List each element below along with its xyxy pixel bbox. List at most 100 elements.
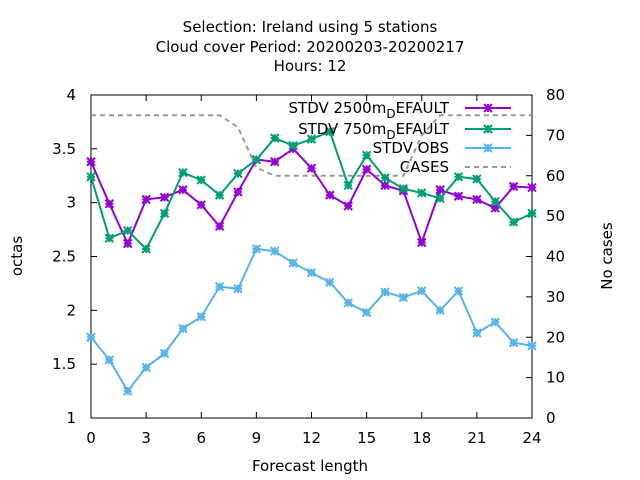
data-point: [508, 181, 519, 192]
y-tick-label: 1.5: [52, 355, 76, 373]
data-point: [251, 244, 262, 254]
series-line: [90, 130, 533, 251]
data-point: [86, 172, 96, 182]
data-point: [380, 287, 390, 297]
data-point: [417, 286, 427, 296]
data-point: [178, 323, 188, 334]
legend-label: STDV OBS: [373, 139, 449, 157]
data-point: [251, 154, 262, 165]
data-point: [343, 298, 353, 308]
legend-marker: [483, 143, 493, 153]
y2-tick-label: 40: [546, 248, 565, 266]
data-point: [306, 134, 317, 144]
x-axis-label: Forecast length: [252, 457, 368, 475]
y-axis-label: octas: [8, 236, 26, 276]
data-point: [490, 196, 500, 207]
data-point: [361, 307, 372, 318]
data-point: [417, 188, 427, 198]
data-point: [435, 305, 445, 316]
data-point: [472, 174, 482, 184]
y-tick-label: 3.5: [52, 140, 76, 158]
legend-label: STDV 750mDEFAULT: [298, 120, 450, 142]
title-line-1: Selection: Ireland using 5 stations: [183, 18, 438, 36]
data-point: [159, 192, 170, 202]
data-point: [325, 277, 335, 288]
data-point: [508, 217, 519, 227]
y-tick-label: 1: [66, 409, 76, 427]
title-line-3: Hours: 12: [274, 57, 347, 75]
data-point: [104, 199, 115, 209]
y2-tick-label: 50: [546, 207, 565, 225]
chart-title: Selection: Ireland using 5 stations Clou…: [156, 18, 465, 75]
data-point: [527, 182, 537, 193]
data-point: [270, 246, 280, 256]
data-point: [453, 191, 464, 201]
title-line-2: Cloud cover Period: 20200203-20200217: [156, 38, 465, 56]
legend-label: STDV 2500mDEFAULT: [289, 99, 450, 121]
x-tick-label: 18: [412, 429, 431, 447]
x-tick-label: 6: [196, 429, 206, 447]
series-stdv-obs: [86, 244, 537, 396]
data-point: [361, 164, 372, 174]
x-tick-label: 9: [252, 429, 262, 447]
data-point: [86, 332, 96, 342]
y2-axis-label: No cases: [598, 222, 616, 290]
data-point: [104, 233, 115, 243]
data-point: [214, 190, 225, 200]
y2-tick-label: 70: [546, 126, 565, 144]
plot-frame: [90, 94, 533, 419]
data-point: [343, 201, 353, 211]
y2-tick-label: 30: [546, 288, 565, 306]
data-point: [159, 348, 170, 359]
data-point: [417, 237, 427, 248]
data-point: [380, 180, 390, 191]
x-tick-label: 21: [467, 429, 486, 447]
data-point: [325, 190, 335, 200]
y-tick-label: 2: [66, 301, 76, 319]
data-point: [508, 337, 519, 348]
data-point: [453, 286, 464, 296]
data-point: [159, 208, 170, 219]
y2-tick-label: 20: [546, 328, 565, 346]
data-point: [196, 200, 206, 210]
data-point: [178, 167, 188, 178]
data-point: [233, 168, 243, 179]
x-tick-label: 12: [302, 429, 321, 447]
data-point: [141, 244, 151, 254]
data-point: [325, 126, 335, 137]
data-point: [380, 173, 390, 183]
data-point: [472, 328, 482, 338]
series-cases: [91, 114, 532, 177]
data-point: [306, 163, 317, 173]
x-tick-label: 24: [522, 429, 541, 447]
data-point: [453, 172, 464, 182]
x-tick-label: 0: [86, 429, 96, 447]
data-point: [178, 185, 188, 195]
data-point: [123, 238, 133, 249]
data-point: [288, 258, 298, 268]
x-tick-label: 3: [141, 429, 151, 447]
data-point: [398, 292, 409, 303]
y-tick-label: 2.5: [52, 248, 76, 266]
y2-tick-label: 0: [546, 409, 556, 427]
legend-marker: [483, 103, 493, 113]
legend-label: CASES: [400, 158, 449, 176]
data-point: [361, 150, 372, 161]
data-point: [435, 185, 445, 195]
y2-tick-label: 80: [546, 86, 565, 104]
y2-tick-label: 10: [546, 369, 565, 387]
data-point: [288, 140, 298, 151]
data-point: [343, 180, 353, 191]
data-point: [527, 208, 537, 219]
data-point: [270, 157, 280, 167]
data-point: [435, 193, 445, 204]
data-point: [233, 284, 243, 294]
y2-tick-label: 60: [546, 167, 565, 185]
y-tick-label: 3: [66, 194, 76, 212]
data-point: [306, 267, 317, 278]
data-point: [141, 194, 151, 205]
data-point: [86, 157, 96, 167]
y-tick-label: 4: [66, 86, 76, 104]
data-point: [214, 281, 225, 292]
